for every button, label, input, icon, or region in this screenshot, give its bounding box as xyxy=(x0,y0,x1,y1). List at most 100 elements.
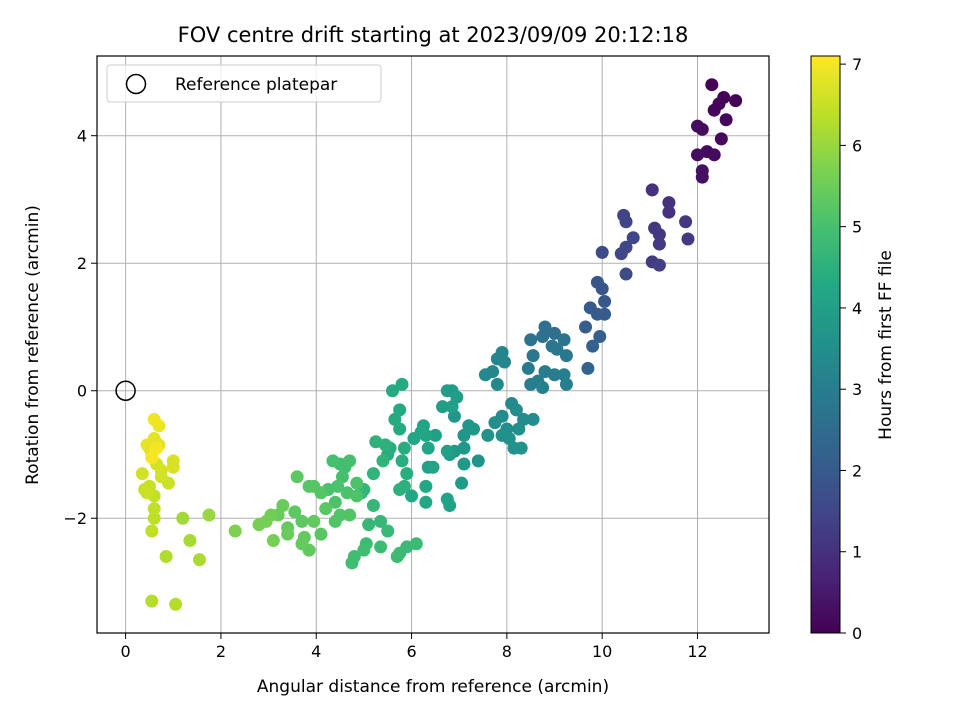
colorbar-tick-label: 1 xyxy=(852,543,862,562)
data-point xyxy=(145,594,159,608)
data-point xyxy=(512,422,526,436)
data-point xyxy=(490,377,504,391)
x-tick-label: 12 xyxy=(687,642,707,661)
data-point xyxy=(169,597,183,611)
data-point xyxy=(495,428,509,442)
data-point xyxy=(691,148,705,162)
y-axis-label: Rotation from reference (arcmin) xyxy=(23,205,43,485)
x-axis-ticks: 0 2 4 6 8 10 12 xyxy=(121,633,708,661)
data-point xyxy=(343,508,357,522)
data-point xyxy=(509,403,523,417)
data-point xyxy=(376,454,390,468)
data-point xyxy=(147,502,161,516)
data-point xyxy=(707,148,721,162)
y-tick-label: 2 xyxy=(77,254,87,273)
data-point xyxy=(426,460,440,474)
x-tick-label: 0 xyxy=(121,642,131,661)
data-point xyxy=(328,495,342,509)
data-point xyxy=(176,511,190,525)
data-point xyxy=(395,454,409,468)
data-point xyxy=(140,486,154,500)
colorbar: 0 1 2 3 4 5 6 7 Hours from first FF file xyxy=(810,55,896,643)
data-point xyxy=(192,553,206,567)
data-point xyxy=(526,349,540,363)
legend: Reference platepar xyxy=(106,64,382,103)
data-point xyxy=(536,330,550,344)
data-point xyxy=(350,489,364,503)
data-point xyxy=(381,524,395,538)
legend-label-reference: Reference platepar xyxy=(175,75,337,95)
data-point xyxy=(524,333,538,347)
data-point xyxy=(467,422,481,436)
data-point xyxy=(147,511,161,525)
data-point xyxy=(357,543,371,557)
data-point xyxy=(579,320,593,334)
data-point xyxy=(586,339,600,353)
colorbar-gradient xyxy=(810,55,841,634)
data-point xyxy=(471,454,485,468)
data-point xyxy=(626,231,640,245)
x-tick-label: 2 xyxy=(216,642,226,661)
y-tick-label: −2 xyxy=(63,509,87,528)
data-point xyxy=(147,412,161,426)
data-point xyxy=(345,556,359,570)
data-point xyxy=(421,441,435,455)
reference-platepar-marker xyxy=(115,380,136,401)
chart-title: FOV centre drift starting at 2023/09/09 … xyxy=(178,23,689,47)
data-point xyxy=(362,518,376,532)
data-point xyxy=(619,267,633,281)
data-point xyxy=(295,514,309,528)
data-point xyxy=(290,470,304,484)
data-point xyxy=(366,498,380,512)
data-point xyxy=(445,400,459,414)
data-point xyxy=(266,534,280,548)
colorbar-tick-label: 6 xyxy=(852,136,862,155)
colorbar-tick-label: 4 xyxy=(852,299,862,318)
x-tick-label: 4 xyxy=(311,642,321,661)
data-point xyxy=(514,441,528,455)
data-point xyxy=(488,416,502,430)
data-point xyxy=(436,400,450,414)
data-point xyxy=(652,258,666,272)
data-point xyxy=(319,502,333,516)
data-point xyxy=(548,326,562,340)
data-point xyxy=(202,508,216,522)
data-point xyxy=(521,361,535,375)
data-point xyxy=(228,524,242,538)
data-point xyxy=(400,467,414,481)
data-point xyxy=(397,479,411,493)
data-point xyxy=(652,228,666,242)
data-point xyxy=(478,368,492,382)
data-point xyxy=(714,132,728,146)
legend-box xyxy=(106,64,382,103)
data-point xyxy=(595,282,609,296)
data-point xyxy=(548,368,562,382)
data-point xyxy=(695,122,709,136)
data-point xyxy=(281,527,295,541)
data-point xyxy=(557,333,571,347)
data-point xyxy=(662,205,676,219)
data-point xyxy=(443,498,457,512)
colorbar-tick-label: 3 xyxy=(852,380,862,399)
data-point xyxy=(652,237,666,251)
data-points xyxy=(115,78,743,611)
data-point xyxy=(428,428,442,442)
data-point xyxy=(405,489,419,503)
data-point xyxy=(145,451,159,465)
data-point xyxy=(598,307,612,321)
data-point xyxy=(135,467,149,481)
data-point xyxy=(662,196,676,210)
data-point xyxy=(419,479,433,493)
colorbar-ticks: 0 1 2 3 4 5 6 7 xyxy=(840,55,862,643)
data-point xyxy=(419,495,433,509)
data-point xyxy=(397,441,411,455)
data-point xyxy=(366,467,380,481)
data-point xyxy=(374,514,388,528)
data-point xyxy=(166,454,180,468)
colorbar-tick-label: 0 xyxy=(852,624,862,643)
data-point xyxy=(302,479,316,493)
data-point xyxy=(440,444,454,458)
data-point xyxy=(536,381,550,395)
data-point xyxy=(183,534,197,548)
data-point xyxy=(307,514,321,528)
